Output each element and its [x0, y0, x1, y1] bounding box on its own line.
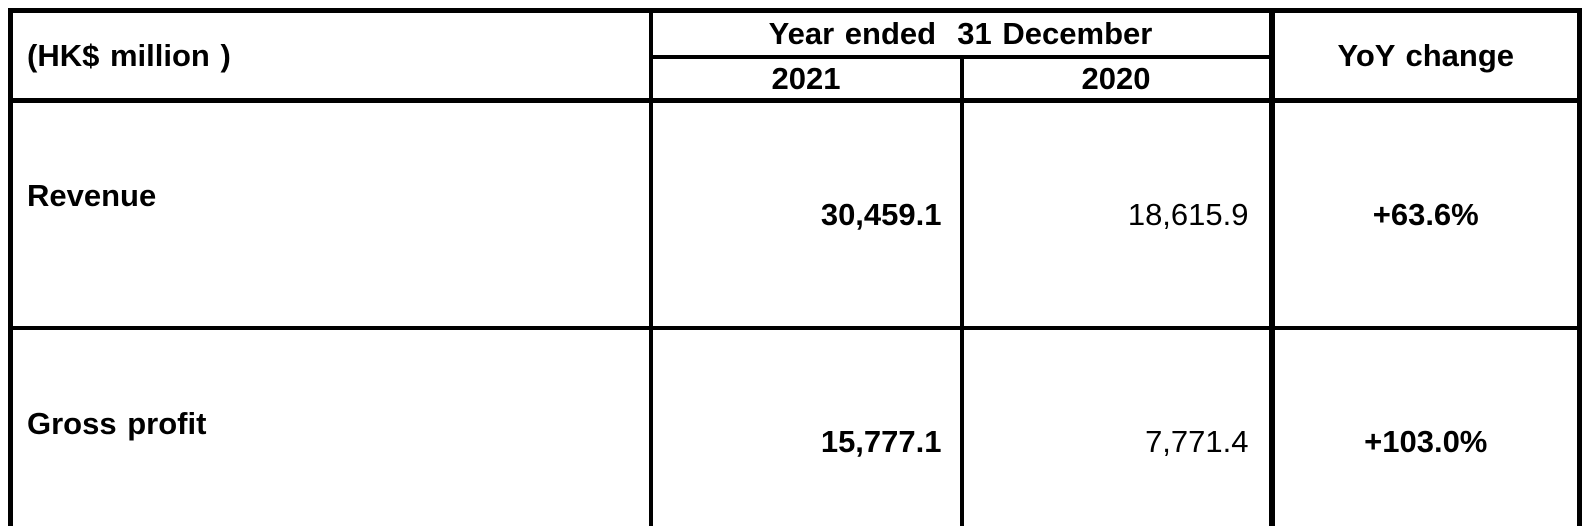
year-2020-header: 2020 [959, 54, 1274, 103]
period-header: Year ended 31 December [648, 8, 1274, 59]
yoy-change: +103.0% [1268, 326, 1582, 526]
value-2021-bold: 30,459.1 [820, 196, 942, 232]
value-2020: 18,615.9 [959, 98, 1274, 331]
year-2021-header: 2021 [648, 54, 964, 103]
table-row: Revenue 30,459.1 18,615.9 +63.6% [8, 98, 1582, 331]
metric-label: Revenue [27, 178, 157, 214]
value-2021: 30,459.1 [648, 98, 964, 331]
table-row: Gross profit 15,777.1 7,771.4 +103.0% [8, 326, 1582, 526]
value-2021-bold: 15,777.1 [820, 424, 942, 460]
table-body: Revenue 30,459.1 18,615.9 +63.6% Gross p… [8, 98, 1582, 526]
table-header: (HK$ million ) Year ended 31 December Yo… [8, 8, 1582, 103]
unit-header: (HK$ million ) [8, 8, 653, 103]
header-row-period: (HK$ million ) Year ended 31 December Yo… [8, 8, 1582, 103]
metric-label: Gross profit [27, 405, 207, 441]
yoy-header: YoY change [1268, 8, 1582, 103]
yoy-change: +63.6% [1268, 98, 1582, 331]
financial-summary-table: (HK$ million ) Year ended 31 December Yo… [8, 8, 1582, 526]
value-2020: 7,771.4 [959, 326, 1274, 526]
header-row-years: 2021 2020 [11, 54, 1580, 103]
value-2021: 15,777.1 [648, 326, 964, 526]
